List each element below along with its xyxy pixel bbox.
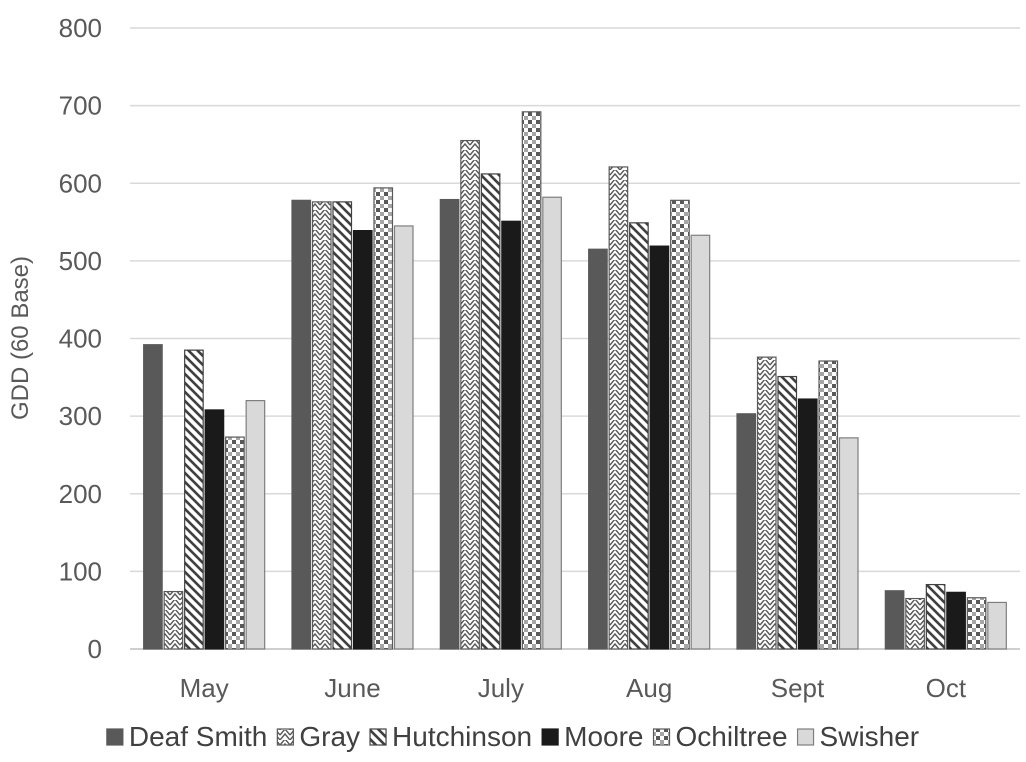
bar-hutchinson-june [332, 201, 353, 650]
y-tick-label: 100 [59, 556, 102, 586]
legend-swatch-hutchinson [369, 728, 387, 746]
bar-hutchinson-oct [925, 583, 946, 650]
bar-ochiltree-sept [818, 360, 839, 650]
bar-ochiltree-june [373, 187, 394, 650]
legend-label: Hutchinson [392, 721, 532, 752]
bar-moore-june [352, 230, 373, 650]
bar-ochiltree-aug [670, 199, 690, 650]
bar-hutchinson-july [480, 173, 501, 650]
bar-ochiltree-july [521, 111, 542, 650]
bar-deaf-smith-oct [884, 590, 905, 650]
bar-swisher-may [245, 400, 266, 650]
bar-swisher-sept [838, 437, 859, 650]
bar-deaf-smith-aug [588, 248, 608, 650]
y-tick-label: 400 [59, 324, 102, 354]
bar-deaf-smith-may [143, 344, 163, 650]
legend-label: Moore [564, 721, 643, 752]
bar-gray-aug [608, 166, 629, 650]
bar-swisher-oct [987, 601, 1007, 650]
bar-ochiltree-oct [966, 597, 987, 650]
bar-moore-aug [649, 245, 670, 650]
bar-moore-oct [946, 591, 966, 650]
x-tick-label: May [180, 673, 229, 703]
bar-gray-july [460, 139, 480, 650]
x-tick-label: Sept [771, 673, 825, 703]
legend-label: Swisher [820, 721, 920, 752]
legend-label: Deaf Smith [129, 721, 268, 752]
bar-ochiltree-may [225, 436, 245, 650]
legend-swatch-deaf-smith [106, 728, 124, 746]
bar-gray-sept [756, 356, 777, 650]
y-tick-label: 700 [59, 91, 102, 121]
x-axis: May June July Aug Sept Oct [180, 673, 967, 703]
bar-swisher-july [542, 196, 562, 650]
bar-gray-june [311, 201, 332, 650]
bar-hutchinson-sept [777, 375, 798, 650]
x-tick-label: Oct [926, 673, 967, 703]
bar-gray-may [163, 590, 184, 650]
y-tick-label: 300 [59, 401, 102, 431]
bars [143, 111, 1007, 650]
y-tick-label: 200 [59, 479, 102, 509]
bar-swisher-june [393, 225, 414, 650]
bar-swisher-aug [690, 234, 711, 650]
y-tick-label: 500 [59, 246, 102, 276]
y-axis-label: GDD (60 Base) [7, 256, 34, 420]
y-tick-label: 800 [59, 13, 102, 43]
legend-label: Gray [299, 721, 360, 752]
bar-deaf-smith-june [291, 199, 312, 650]
legend-swatch-gray [276, 728, 294, 746]
bar-deaf-smith-sept [736, 413, 757, 650]
gridlines [130, 27, 1020, 650]
bar-moore-may [204, 409, 225, 650]
legend-swatch-moore [541, 728, 559, 746]
x-tick-label: June [324, 673, 380, 703]
bar-gray-oct [905, 597, 925, 650]
y-tick-label: 0 [88, 634, 102, 664]
bar-deaf-smith-july [439, 198, 460, 650]
legend-swatch-swisher [796, 728, 815, 746]
bar-hutchinson-may [184, 349, 204, 650]
legend-label: Ochiltree [676, 721, 788, 752]
legend: Deaf Smith Gray Hutchinson Moore Ochiltree Sw… [106, 721, 920, 752]
y-axis: 0 100 200 300 400 500 600 700 800 [59, 13, 102, 664]
x-tick-label: Aug [626, 673, 672, 703]
bar-moore-sept [797, 398, 818, 650]
x-tick-label: July [478, 673, 524, 703]
bar-moore-july [501, 220, 521, 650]
y-tick-label: 600 [59, 168, 102, 198]
legend-swatch-ochiltree [652, 728, 671, 746]
bar-hutchinson-aug [629, 222, 649, 650]
